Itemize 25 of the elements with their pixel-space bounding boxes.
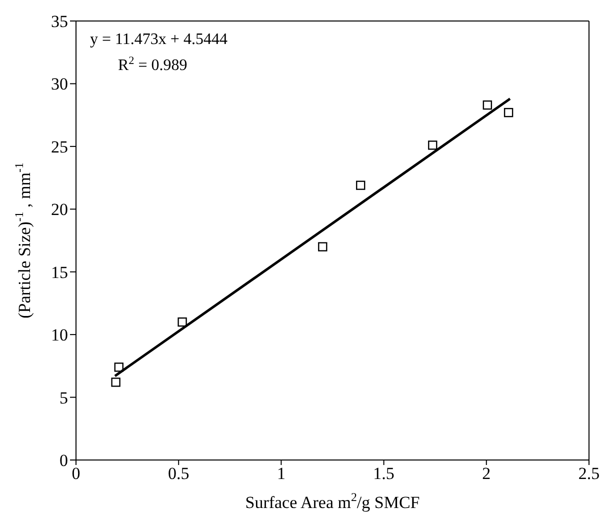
x-tick-label: 0.5 <box>168 464 190 484</box>
point <box>504 108 514 118</box>
point <box>114 362 124 372</box>
point <box>482 100 492 110</box>
y-tick-label: 10 <box>51 326 68 345</box>
point <box>178 317 187 327</box>
point <box>318 242 328 252</box>
y-tick-label: 0 <box>60 451 68 470</box>
x-tick-label: 1 <box>276 464 286 484</box>
annotation: R$^{2}$ = 0.989 <box>118 55 188 74</box>
annotation: y = 11.473x + 4.5444 <box>90 31 228 48</box>
x-tick-label: 2 <box>482 464 491 484</box>
y-tick-label: 30 <box>51 74 68 94</box>
y-tick-label: 25 <box>51 137 68 156</box>
point <box>111 378 120 387</box>
point <box>428 140 438 150</box>
y-tick-label: 35 <box>51 12 68 32</box>
x-axis-title: Surface Area m$^{2}$/g SMCF <box>245 490 420 512</box>
x-tick-label: 0 <box>72 464 80 484</box>
x-tick-label: 1.5 <box>373 464 394 484</box>
y-tick-label: 15 <box>51 262 68 282</box>
x-tick-label: 2.5 <box>578 464 600 484</box>
point <box>356 180 366 190</box>
y-tick-label: 5 <box>60 388 68 408</box>
y-tick-label: 20 <box>51 200 68 220</box>
